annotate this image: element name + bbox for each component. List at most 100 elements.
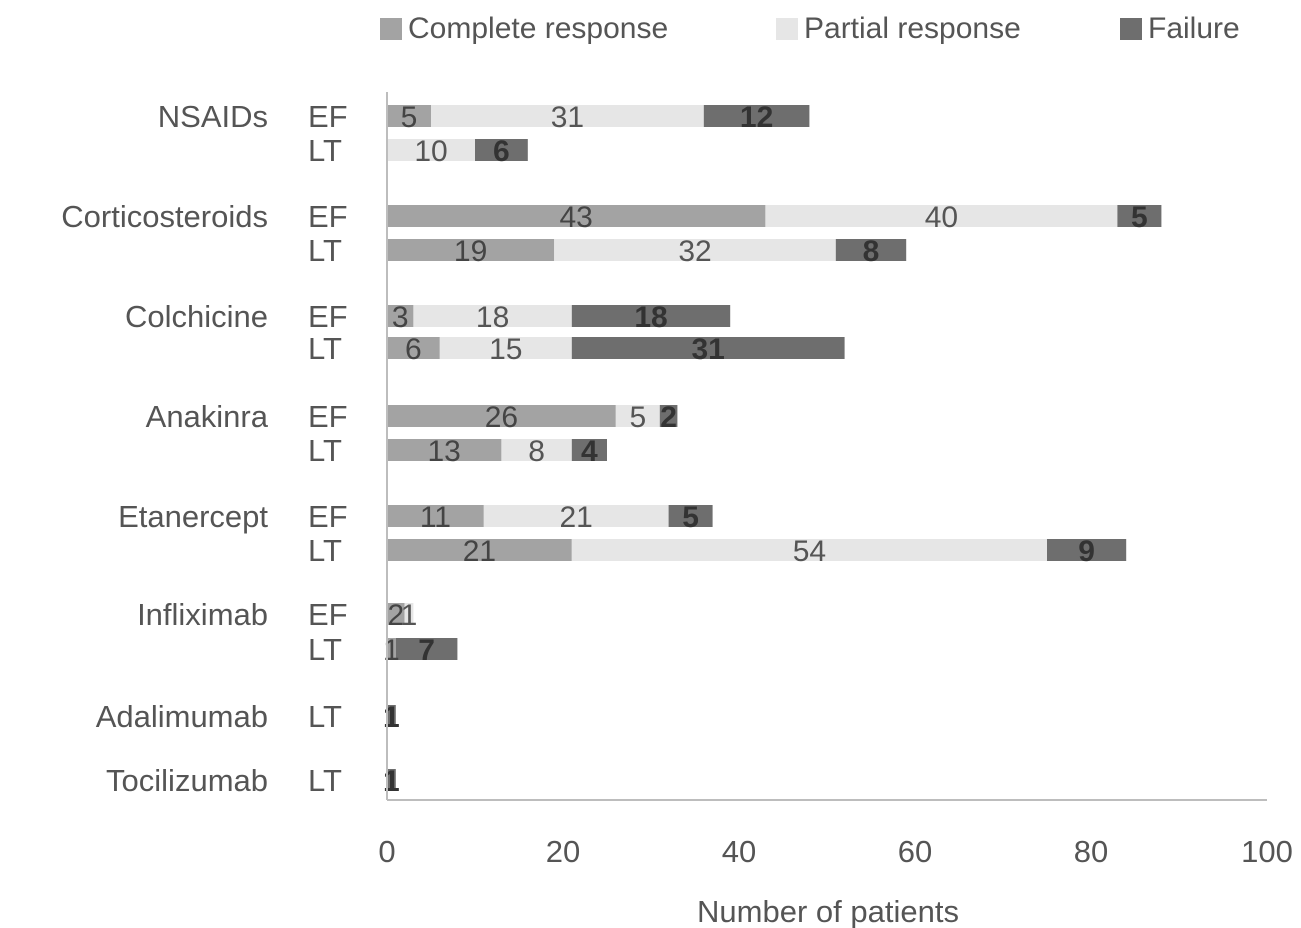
data-label-corticosteroids-lt-complete: 19 [454,235,487,268]
row-label-etanercept-lt: LT [308,533,342,568]
chart-legend: Complete response Partial response Failu… [0,12,1301,52]
bar-nsaids-ef-partial [431,105,704,127]
group-label-anakinra: Anakinra [146,399,269,434]
bar-anakinra-lt-partial [501,439,572,461]
data-label-infliximab-ef-complete: 2 [387,599,404,632]
group-label-infliximab: Infliximab [137,597,268,632]
bar-colchicine-ef-complete [387,305,414,327]
legend-label-complete-response: Complete response [408,12,669,45]
data-label-nsaids-lt-partial: 10 [414,135,447,168]
bar-corticosteroids-ef-failure [1117,205,1162,227]
bars-layer [387,105,1162,791]
x-tick-label-60: 60 [898,834,932,869]
data-label-anakinra-lt-complete: 13 [428,435,461,468]
row-label-infliximab-ef: EF [308,597,348,632]
bar-nsaids-lt-failure [475,139,528,161]
group-label-adalimumab: Adalimumab [96,699,268,734]
data-label-anakinra-ef-complete: 26 [485,401,518,434]
data-label-anakinra-lt-failure: 4 [581,435,598,468]
group-label-tocilizumab: Tocilizumab [106,763,268,798]
data-label-infliximab-lt-failure: 7 [418,634,435,667]
row-label-colchicine-lt: LT [308,331,342,366]
x-tick-label-80: 80 [1074,834,1108,869]
data-label-colchicine-ef-complete: 3 [392,301,409,334]
data-label-infliximab-ef-partial: 1 [401,599,418,632]
row-label-adalimumab-lt: LT [308,699,342,734]
x-tick-label-20: 20 [546,834,580,869]
row-label-infliximab-lt: LT [308,632,342,667]
data-label-colchicine-lt-complete: 6 [405,333,422,366]
data-label-corticosteroids-ef-failure: 5 [1131,201,1148,234]
bar-corticosteroids-ef-complete [387,205,766,227]
legend-item-partial-response: Partial response [776,12,1021,46]
bar-colchicine-lt-complete [387,337,440,359]
data-label-etanercept-ef-failure: 5 [682,501,699,534]
data-label-corticosteroids-lt-partial: 32 [678,235,711,268]
legend-label-failure: Failure [1148,12,1240,45]
bar-colchicine-lt-partial [439,337,572,359]
x-tick-labels: 0 20 40 60 80 100 [378,834,1292,869]
bar-corticosteroids-lt-failure [835,239,907,261]
row-label-nsaids-ef: EF [308,99,348,134]
row-label-nsaids-lt: LT [308,133,342,168]
legend-item-complete-response: Complete response [380,12,668,46]
data-label-etanercept-ef-complete: 11 [420,501,451,534]
data-label-tocilizumab-lt-failure: 1 [383,765,400,798]
data-label-nsaids-ef-failure: 12 [740,101,773,134]
bar-etanercept-lt-failure [1047,539,1127,561]
legend-swatch-failure [1120,18,1142,40]
row-label-tocilizumab-lt: LT [308,763,342,798]
data-label-nsaids-lt-failure: 6 [493,135,510,168]
bar-anakinra-ef-failure [659,405,678,427]
bar-anakinra-lt-failure [571,439,607,461]
x-tick-label-100: 100 [1241,834,1293,869]
data-label-colchicine-ef-partial: 18 [476,301,509,334]
bar-etanercept-lt-partial [571,539,1047,561]
bar-etanercept-ef-partial [483,505,669,527]
bar-tocilizumab-lt-failure [387,769,396,791]
legend-swatch-partial-response [776,18,798,40]
group-label-corticosteroids: Corticosteroids [61,199,268,234]
row-label-anakinra-lt: LT [308,433,342,468]
bar-infliximab-ef-complete [387,603,405,625]
bar-nsaids-ef-complete [387,105,431,127]
row-label-etanercept-ef: EF [308,499,348,534]
bar-anakinra-ef-complete [387,405,616,427]
row-label-colchicine-ef: EF [308,299,348,334]
bar-nsaids-lt-partial [387,139,475,161]
data-label-nsaids-ef-complete: 5 [401,101,418,134]
x-axis-title: Number of patients [697,894,959,928]
data-label-corticosteroids-ef-partial: 40 [925,201,958,234]
data-label-etanercept-lt-partial: 54 [793,535,826,568]
legend-swatch-complete-response [380,18,402,40]
x-tick-label-0: 0 [378,834,395,869]
legend-item-failure: Failure [1120,12,1240,46]
bar-colchicine-ef-partial [413,305,572,327]
bar-etanercept-ef-failure [668,505,713,527]
data-label-adalimumab-lt-failure: 1 [383,701,400,734]
bar-etanercept-lt-complete [387,539,572,561]
data-label-colchicine-lt-failure: 31 [692,333,725,366]
bar-anakinra-lt-complete [387,439,502,461]
data-label-corticosteroids-ef-complete: 43 [560,201,593,234]
bar-etanercept-ef-complete [387,505,484,527]
bar-anakinra-ef-partial [615,405,660,427]
bar-infliximab-ef-partial [404,603,414,625]
group-label-colchicine: Colchicine [125,299,268,334]
bar-colchicine-ef-failure [571,305,731,327]
row-label-corticosteroids-ef: EF [308,199,348,234]
group-label-etanercept: Etanercept [118,499,268,534]
bar-colchicine-lt-failure [571,337,845,359]
bar-corticosteroids-lt-complete [387,239,555,261]
bar-infliximab-lt-failure [395,638,458,660]
data-label-etanercept-ef-partial: 21 [560,501,593,534]
data-label-etanercept-lt-complete: 21 [463,535,496,568]
row-label-corticosteroids-lt: LT [308,233,342,268]
bar-infliximab-lt-complete [387,638,396,660]
data-label-anakinra-ef-failure: 2 [660,401,677,434]
group-label-nsaids: NSAIDs [158,99,268,134]
bar-corticosteroids-ef-partial [765,205,1118,227]
data-label-colchicine-ef-failure: 18 [634,301,667,334]
